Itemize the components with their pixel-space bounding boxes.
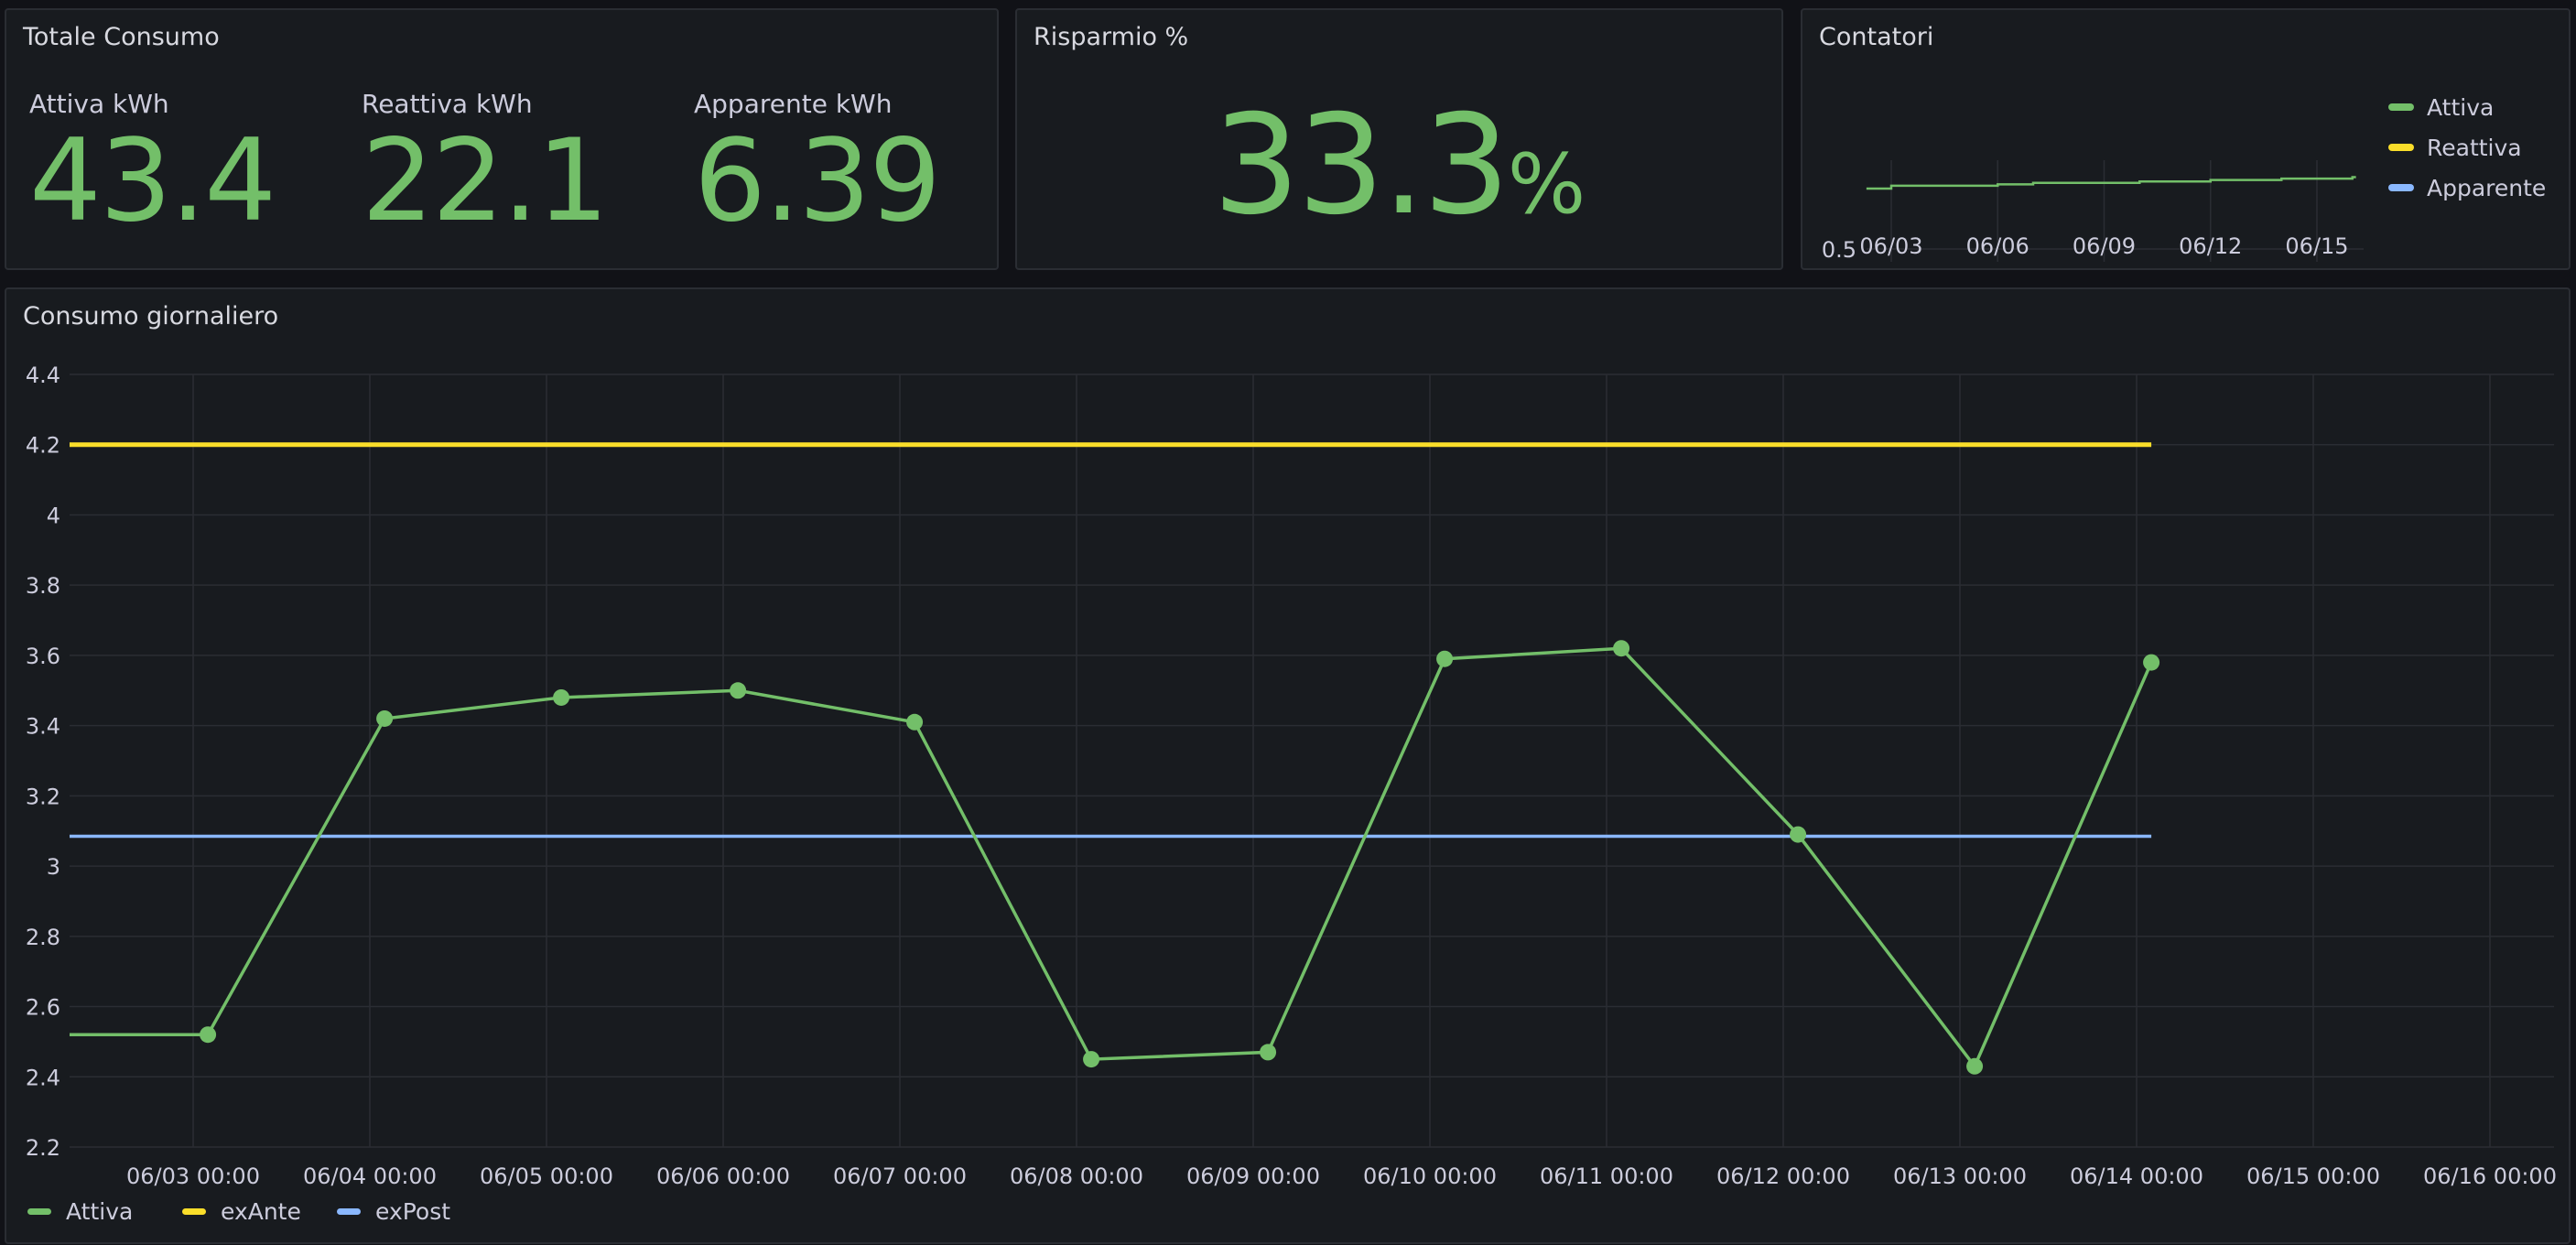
x-tick-label: 06/09 00:00 bbox=[1186, 1164, 1320, 1189]
y-tick-label: 4.4 bbox=[26, 363, 60, 388]
contatori-panel: Contatori 0.5 06/03 06/06 06/09 06/12 06/15 At… bbox=[1801, 8, 2571, 270]
data-point bbox=[1613, 640, 1630, 657]
y-tick-label: 4 bbox=[47, 503, 60, 528]
x-tick-label: 06/14 00:00 bbox=[2070, 1164, 2203, 1189]
data-point bbox=[1966, 1057, 1984, 1075]
legend-swatch-Reattiva bbox=[2388, 144, 2414, 151]
legend-item-Reattiva: Reattiva bbox=[2427, 135, 2522, 161]
stat-reattiva: Reattiva kWh 22.1 bbox=[362, 89, 609, 247]
stat-attiva: Attiva kWh 43.4 bbox=[29, 89, 276, 247]
x-tick-label: 06/15 00:00 bbox=[2246, 1164, 2380, 1189]
y-tick-label: 3.8 bbox=[26, 573, 60, 599]
data-point bbox=[2143, 654, 2160, 671]
x-tick-label: 06/05 00:00 bbox=[480, 1164, 613, 1189]
totale-consumo-panel: Totale Consumo Attiva kWh 43.4 Reattiva … bbox=[5, 8, 999, 270]
x-tick-label: 06/11 00:00 bbox=[1540, 1164, 1673, 1189]
stat-label: Reattiva kWh bbox=[362, 89, 533, 119]
y-tick-label: 2.6 bbox=[26, 995, 60, 1021]
legend-item-Attiva: Attiva bbox=[2427, 94, 2494, 121]
x-tick-label: 06/12 00:00 bbox=[1716, 1164, 1850, 1189]
risparmio-value: 33.3% bbox=[1017, 97, 1781, 234]
y-tick-label: 2.8 bbox=[26, 925, 60, 950]
consumo-chart: 2.2 2.4 2.6 2.8 3 3.2 3.4 3.6 3.8 4 4.2 4.4 06/03 00… bbox=[26, 363, 2557, 1225]
x-tick-label: 06/06 bbox=[1966, 233, 2029, 259]
value-number: 33.3 bbox=[1212, 86, 1510, 245]
legend-item-exPost: exPost bbox=[375, 1198, 450, 1225]
legend-item-exAnte: exAnte bbox=[221, 1198, 301, 1225]
y-tick-label: 0.5 bbox=[1822, 237, 1856, 262]
stat-value: 22.1 bbox=[362, 115, 609, 247]
stat-label: Attiva kWh bbox=[29, 89, 169, 119]
stat-value: 6.39 bbox=[694, 115, 941, 247]
x-tick-label: 06/16 00:00 bbox=[2423, 1164, 2557, 1189]
x-tick-label: 06/15 bbox=[2285, 233, 2348, 259]
y-tick-label: 3.2 bbox=[26, 784, 60, 809]
x-tick-label: 06/09 bbox=[2073, 233, 2136, 259]
legend-swatch-exAnte bbox=[182, 1208, 206, 1215]
x-tick-label: 06/07 00:00 bbox=[833, 1164, 967, 1189]
x-tick-label: 06/03 00:00 bbox=[126, 1164, 260, 1189]
x-tick-label: 06/10 00:00 bbox=[1363, 1164, 1497, 1189]
y-tick-label: 2.4 bbox=[26, 1065, 60, 1090]
stat-apparente: Apparente kWh 6.39 bbox=[694, 89, 941, 247]
x-tick-label: 06/13 00:00 bbox=[1893, 1164, 2027, 1189]
consumo-giornaliero-panel: Consumo giornaliero 2.2 2.4 2.6 2.8 3 3.2 3.4 3… bbox=[5, 287, 2571, 1244]
data-point bbox=[730, 682, 747, 699]
data-point bbox=[1790, 826, 1807, 843]
legend-swatch-Attiva bbox=[27, 1208, 51, 1215]
x-tick-label: 06/12 bbox=[2179, 233, 2242, 259]
y-tick-label: 3 bbox=[47, 854, 60, 880]
x-tick-label: 06/06 00:00 bbox=[656, 1164, 790, 1189]
data-point bbox=[200, 1026, 217, 1044]
y-tick-label: 3.4 bbox=[26, 714, 60, 740]
legend-item-Apparente: Apparente bbox=[2427, 175, 2546, 201]
legend-item-Attiva: Attiva bbox=[66, 1198, 133, 1225]
data-point bbox=[376, 709, 394, 727]
x-tick-label: 06/03 bbox=[1859, 233, 1922, 259]
data-point bbox=[1083, 1051, 1100, 1068]
data-point bbox=[1260, 1044, 1277, 1061]
y-tick-label: 2.2 bbox=[26, 1135, 60, 1161]
legend-swatch-Attiva bbox=[2388, 103, 2414, 111]
contatori-chart: 0.5 06/03 06/06 06/09 06/12 06/15 Attiva Reatti… bbox=[1822, 94, 2546, 262]
y-tick-label: 3.6 bbox=[26, 644, 60, 669]
legend-swatch-exPost bbox=[337, 1208, 361, 1215]
panel-title: Consumo giornaliero bbox=[23, 302, 279, 330]
panel-title: Contatori bbox=[1819, 23, 1934, 51]
value-unit: % bbox=[1507, 136, 1586, 233]
panel-title: Totale Consumo bbox=[23, 23, 220, 51]
data-point bbox=[1436, 650, 1454, 667]
data-point bbox=[906, 713, 924, 731]
x-tick-label: 06/08 00:00 bbox=[1010, 1164, 1143, 1189]
panel-title: Risparmio % bbox=[1034, 23, 1189, 51]
stat-value: 43.4 bbox=[29, 115, 276, 247]
x-tick-label: 06/04 00:00 bbox=[303, 1164, 437, 1189]
stat-label: Apparente kWh bbox=[694, 89, 893, 119]
y-tick-label: 4.2 bbox=[26, 433, 60, 459]
risparmio-panel: Risparmio % 33.3% bbox=[1015, 8, 1783, 270]
data-point bbox=[553, 688, 570, 706]
legend-swatch-Apparente bbox=[2388, 184, 2414, 191]
series-line-Attiva bbox=[1866, 176, 2356, 190]
